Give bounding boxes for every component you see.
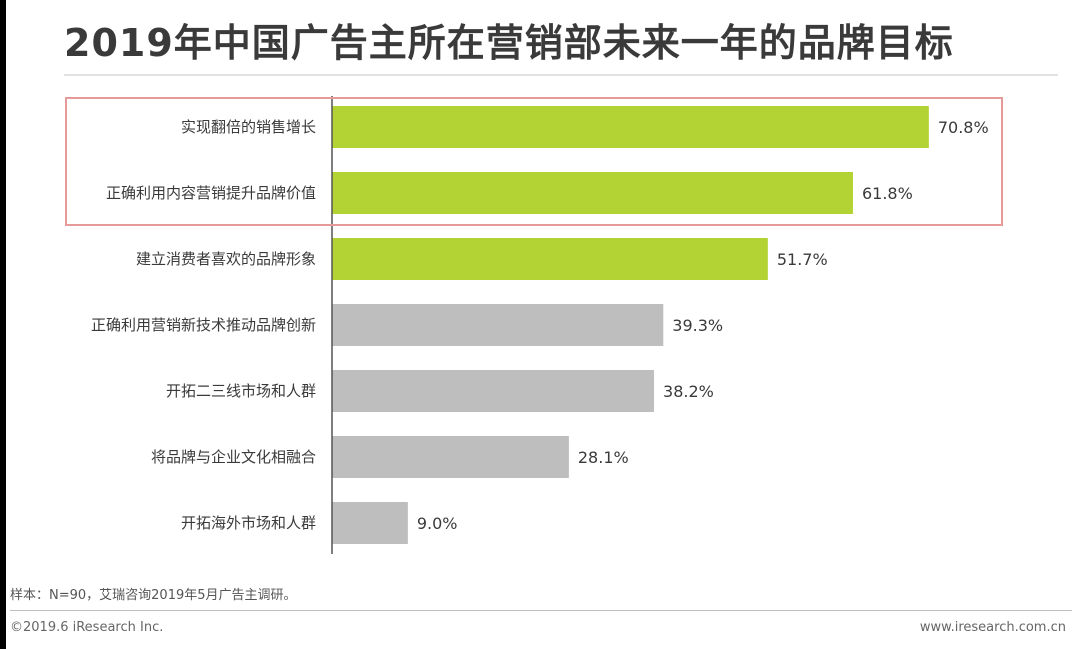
bar — [332, 502, 408, 544]
category-label: 开拓海外市场和人群 — [181, 514, 316, 532]
left-edge-bar — [0, 0, 6, 649]
category-label: 建立消费者喜欢的品牌形象 — [136, 250, 316, 268]
title-divider — [64, 74, 1058, 76]
footer-divider — [10, 610, 1072, 611]
value-label: 28.1% — [578, 448, 629, 467]
category-label: 正确利用内容营销提升品牌价值 — [106, 184, 316, 202]
value-label: 39.3% — [672, 316, 723, 335]
page-title: 2019年中国广告主所在营销部未来一年的品牌目标 — [64, 21, 954, 65]
value-label: 51.7% — [777, 250, 828, 269]
highlight-box — [65, 97, 1003, 226]
bar — [332, 172, 853, 214]
category-label: 正确利用营销新技术推动品牌创新 — [91, 316, 316, 334]
website-url: www.iresearch.com.cn — [919, 620, 1066, 635]
value-label: 70.8% — [938, 118, 989, 137]
bar-chart: 实现翻倍的销售增长 70.8% 正确利用内容营销提升品牌价值 61.8% 建立消费者喜欢… — [65, 96, 1003, 554]
bar — [332, 304, 664, 346]
sample-footnote: 样本：N=90，艾瑞咨询2019年5月广告主调研。 — [10, 588, 297, 603]
bar — [332, 106, 929, 148]
bar — [332, 238, 768, 280]
category-label: 实现翻倍的销售增长 — [181, 118, 316, 136]
bar — [332, 436, 569, 478]
bar — [332, 370, 655, 412]
copyright-text: ©2019.6 iResearch Inc. — [10, 620, 164, 635]
value-label: 61.8% — [862, 184, 913, 203]
category-label: 开拓二三线市场和人群 — [166, 382, 316, 400]
value-label: 38.2% — [663, 382, 714, 401]
category-label: 将品牌与企业文化相融合 — [151, 448, 316, 466]
value-label: 9.0% — [417, 514, 458, 533]
